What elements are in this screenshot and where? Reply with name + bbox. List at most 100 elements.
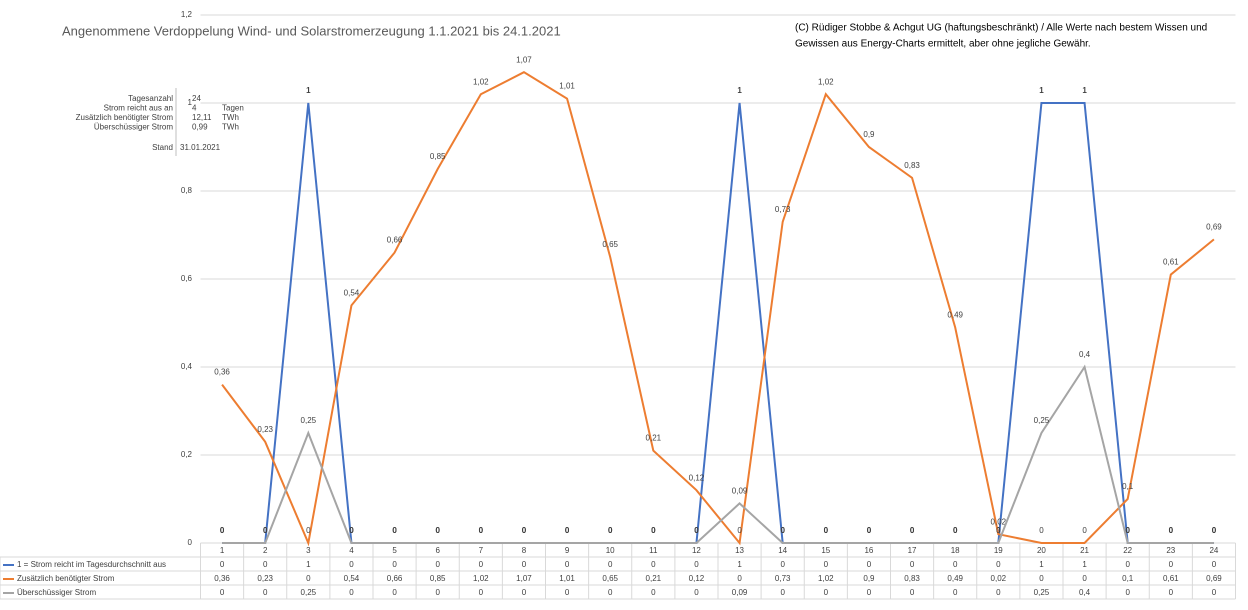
- table-cell: 0: [608, 588, 613, 597]
- data-label: 0: [1169, 526, 1174, 535]
- table-cell: 0: [392, 588, 397, 597]
- chart-title: Angenommene Verdoppelung Wind- und Solar…: [62, 23, 561, 38]
- data-label: 0: [1212, 526, 1217, 535]
- data-label: 0,69: [1206, 223, 1222, 232]
- data-label: 0: [1125, 526, 1130, 535]
- data-label: 0,36: [214, 368, 230, 377]
- data-label: 0,25: [301, 416, 317, 425]
- data-label: 0: [349, 526, 354, 535]
- table-cell: 0: [522, 560, 527, 569]
- table-cell: 0,23: [257, 574, 273, 583]
- table-cell: 0: [220, 560, 225, 569]
- data-label: 0: [694, 526, 699, 535]
- table-cell: 0: [737, 574, 742, 583]
- data-label: 0: [953, 526, 958, 535]
- data-label: 0: [263, 526, 268, 535]
- legend-label: 1 = Strom reicht im Tagesdurchschnitt au…: [17, 560, 166, 569]
- data-label: 0: [1125, 526, 1130, 535]
- table-cell: 0,4: [1079, 588, 1091, 597]
- data-label: 0: [479, 526, 484, 535]
- data-label: 1: [306, 86, 311, 95]
- table-cell: 0: [996, 560, 1001, 569]
- data-label: 0: [263, 526, 268, 535]
- data-label: 0: [824, 526, 829, 535]
- data-label: 0: [996, 526, 1001, 535]
- table-cell: 1: [1039, 560, 1044, 569]
- table-cell: 0,73: [775, 574, 791, 583]
- table-cell: 0: [349, 588, 354, 597]
- series-line: [222, 364, 1214, 544]
- info-label: Tagesanzahl: [128, 94, 173, 103]
- x-tick-label: 11: [649, 546, 658, 555]
- table-cell: 0: [1169, 560, 1174, 569]
- data-label: 0,21: [646, 434, 662, 443]
- data-label: 0,1: [1122, 482, 1134, 491]
- table-cell: 0: [1125, 588, 1130, 597]
- x-tick-label: 12: [692, 546, 701, 555]
- data-label: 0: [1039, 526, 1044, 535]
- table-cell: 0: [479, 588, 484, 597]
- table-cell: 0,54: [344, 574, 360, 583]
- table-cell: 0,12: [689, 574, 705, 583]
- data-label: 0,25: [1034, 416, 1050, 425]
- data-label: 0: [694, 526, 699, 535]
- table-cell: 0: [651, 588, 656, 597]
- x-tick-label: 22: [1123, 546, 1132, 555]
- legend-label: Zusätzlich benötigter Strom: [17, 574, 115, 583]
- data-label: 0,65: [602, 240, 618, 249]
- x-tick-label: 23: [1166, 546, 1175, 555]
- x-tick-label: 16: [864, 546, 873, 555]
- table-cell: 0,85: [430, 574, 446, 583]
- table-cell: 0: [565, 588, 570, 597]
- annotation: Gewissen aus Energy-Charts ermittelt, ab…: [795, 39, 1091, 50]
- table-cell: 0: [1039, 574, 1044, 583]
- table-cell: 0: [522, 588, 527, 597]
- x-tick-label: 2: [263, 546, 268, 555]
- data-label: 0,23: [257, 425, 273, 434]
- x-tick-label: 5: [392, 546, 397, 555]
- data-label: 0: [651, 526, 656, 535]
- info-label: Stand: [152, 143, 173, 152]
- table-cell: 0,61: [1163, 574, 1179, 583]
- series-line: [222, 102, 1214, 544]
- data-label: 0: [392, 526, 397, 535]
- table-cell: 0: [910, 560, 915, 569]
- table-cell: 0: [910, 588, 915, 597]
- table-cell: 1,02: [818, 574, 834, 583]
- table-cell: 0: [392, 560, 397, 569]
- data-label: 0: [910, 526, 915, 535]
- x-tick-label: 21: [1080, 546, 1089, 555]
- data-label: 1: [1039, 86, 1044, 95]
- data-label: 0: [435, 526, 440, 535]
- data-label: 0,4: [1079, 350, 1091, 359]
- info-unit: Tagen: [222, 104, 244, 113]
- table-cell: 0,1: [1122, 574, 1134, 583]
- data-label: 0: [435, 526, 440, 535]
- x-tick-label: 4: [349, 546, 354, 555]
- x-tick-label: 10: [606, 546, 615, 555]
- table-cell: 1: [306, 560, 311, 569]
- x-tick-label: 19: [994, 546, 1003, 555]
- x-tick-label: 13: [735, 546, 744, 555]
- table-cell: 0: [1212, 588, 1217, 597]
- table-cell: 0,69: [1206, 574, 1222, 583]
- table-cell: 0: [1169, 588, 1174, 597]
- table-cell: 0: [565, 560, 570, 569]
- data-label: 0: [392, 526, 397, 535]
- data-label: 0,73: [775, 205, 791, 214]
- info-value: 12,11: [192, 113, 212, 122]
- data-label: 0: [651, 526, 656, 535]
- y-tick-label: 0,4: [181, 362, 193, 371]
- x-tick-label: 8: [522, 546, 527, 555]
- data-label: 0: [780, 526, 785, 535]
- data-label: 0,83: [904, 161, 920, 170]
- data-label: 0: [522, 526, 527, 535]
- table-cell: 0: [824, 588, 829, 597]
- data-label: 1: [1082, 86, 1087, 95]
- data-label: 0,61: [1163, 258, 1179, 267]
- data-label: 0: [608, 526, 613, 535]
- x-tick-label: 6: [435, 546, 440, 555]
- data-label: 0: [349, 526, 354, 535]
- table-cell: 0: [996, 588, 1001, 597]
